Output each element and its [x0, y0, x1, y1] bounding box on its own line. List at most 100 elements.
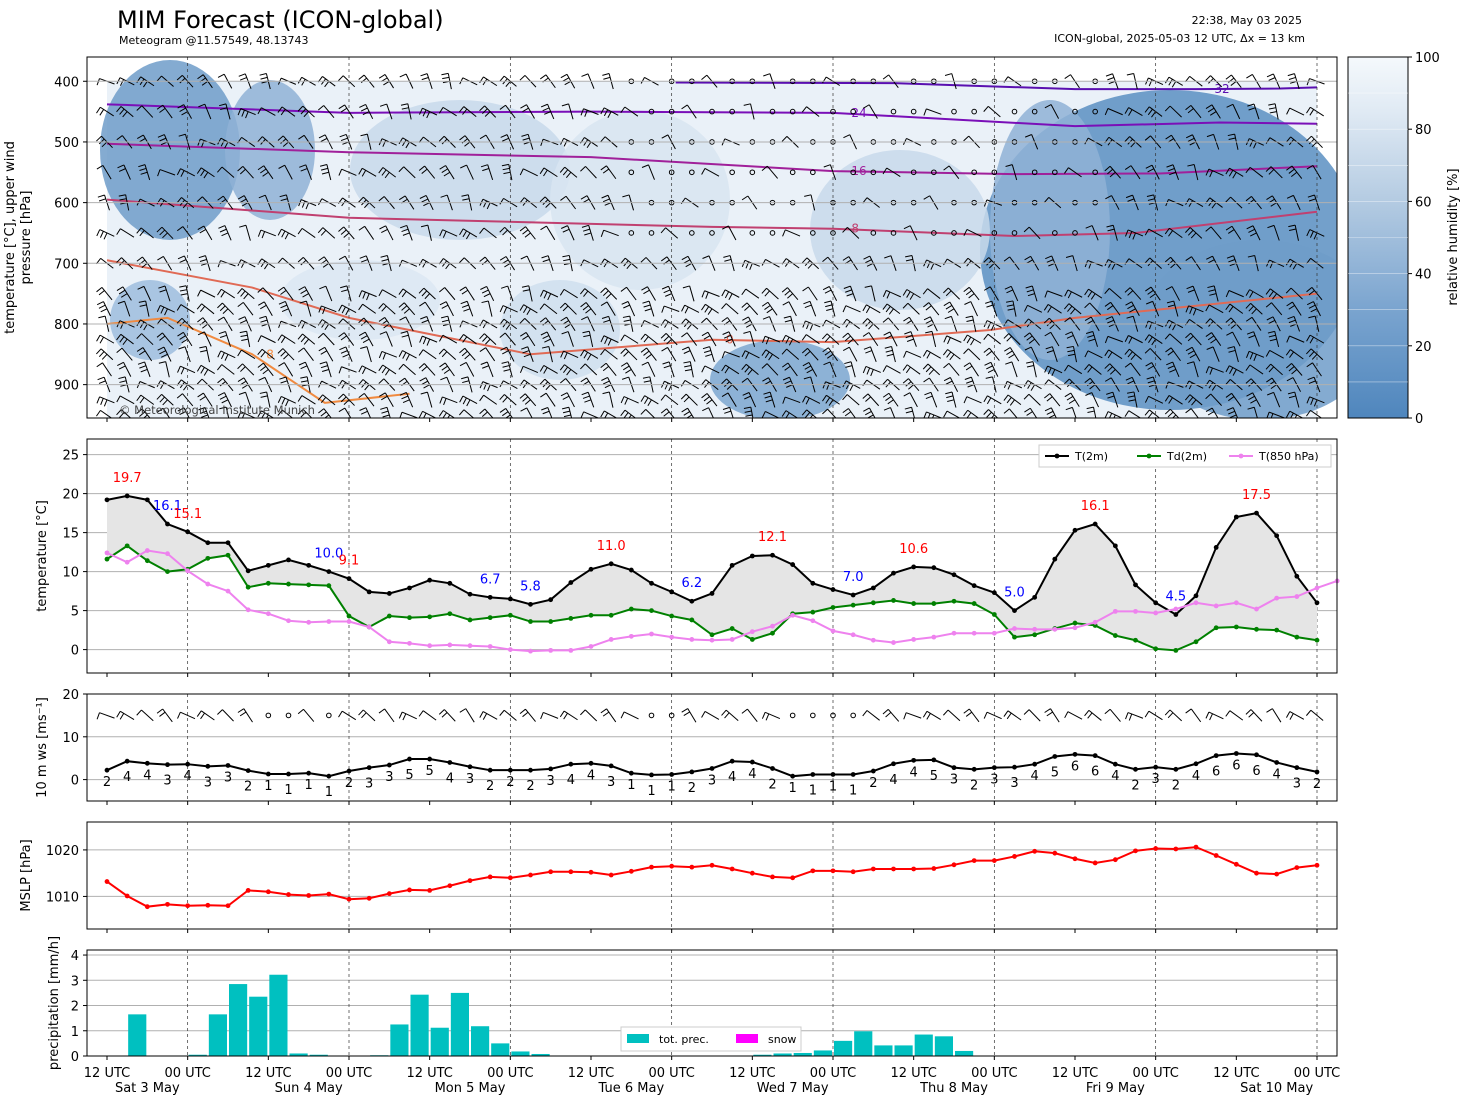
data-point: [1012, 854, 1017, 859]
wind-barb-feather: [1147, 412, 1153, 418]
wind-barb-feather: [640, 257, 647, 263]
data-point: [1133, 766, 1138, 772]
wind-barb: [748, 392, 757, 408]
wind-barb-feather: [600, 335, 605, 343]
wind-barb-feather: [96, 712, 100, 720]
wind-barb-feather: [783, 315, 791, 319]
wind-speed-label: 2: [103, 775, 111, 790]
data-point: [1173, 766, 1179, 772]
wind-barb-feather: [560, 392, 568, 397]
wind-barb-feather: [238, 73, 246, 77]
wind-barb-feather: [320, 365, 328, 369]
wind-barb: [221, 288, 235, 299]
wind-barb-feather: [421, 198, 429, 203]
data-point: [770, 552, 775, 558]
wind-barb-feather: [179, 285, 187, 288]
wind-barb: [528, 285, 533, 302]
wind-barb-feather: [299, 300, 307, 304]
wind-barb-feather: [562, 77, 570, 82]
wind-barb-feather: [403, 308, 410, 314]
isotherm-line: [106, 316, 410, 404]
wind-barb: [204, 104, 212, 120]
wind-speed-label: 3: [607, 775, 615, 790]
wind-barb-feather: [382, 140, 387, 147]
wind-barb-feather: [1306, 135, 1312, 142]
y-tick-label: 20: [62, 488, 79, 503]
data-point: [386, 762, 392, 768]
wind-barb: [724, 351, 740, 358]
wind-barb-feather: [540, 139, 544, 146]
wind-barb-feather: [320, 229, 327, 236]
y-tick-label: 2: [71, 1000, 79, 1015]
wind-barb-feather: [481, 300, 489, 304]
isotherm-line: [675, 81, 1318, 91]
x-day-label: Wed 7 May: [757, 1081, 829, 1096]
wind-barb-feather: [243, 293, 249, 300]
wind-barb-feather: [482, 108, 488, 114]
wind-barb-feather: [366, 293, 370, 301]
wind-barb-feather: [847, 338, 854, 345]
wind-barb-feather: [1265, 363, 1272, 370]
wind-barb-feather: [1026, 289, 1034, 293]
wind-barb: [1089, 302, 1101, 315]
wind-barb-feather: [217, 392, 225, 397]
data-point: [528, 872, 533, 878]
wind-barb-feather: [257, 287, 264, 293]
wind-barb-feather: [1266, 377, 1273, 383]
wind-speed-label: 2: [869, 776, 877, 791]
wind-barb-feather: [1087, 712, 1093, 719]
wind-barb: [385, 225, 394, 241]
data-point: [104, 879, 110, 884]
wind-barb-feather: [922, 350, 928, 357]
data-point: [528, 619, 533, 624]
wind-barb: [302, 408, 313, 418]
wind-barb-feather: [1129, 308, 1136, 313]
wind-barb-feather: [378, 378, 385, 384]
wind-barb-feather: [1165, 381, 1169, 389]
wind-barb-feather: [882, 365, 887, 372]
precipitation-bar: [491, 1043, 510, 1056]
legend-marker: [1054, 453, 1060, 459]
data-point: [487, 874, 493, 880]
data-point: [770, 623, 775, 629]
wind-barb-feather: [1167, 712, 1174, 719]
wind-barb-feather: [339, 133, 347, 138]
wind-barb-feather: [1230, 80, 1237, 86]
wind-barb: [221, 166, 235, 178]
wind-barb-feather: [1167, 168, 1175, 172]
wind-barb-feather: [419, 194, 427, 199]
wind-barb-feather: [843, 134, 850, 139]
wind-barb-feather: [1186, 285, 1194, 290]
wind-barb: [523, 168, 538, 177]
wind-barb-feather: [521, 285, 529, 288]
data-point: [608, 612, 614, 618]
wind-speed-label: 3: [547, 774, 555, 789]
precipitation-bar: [208, 1014, 227, 1056]
data-point: [427, 756, 433, 762]
wind-barb-feather: [562, 410, 570, 414]
wind-barb-feather: [116, 77, 121, 85]
wind-barb-feather: [824, 336, 831, 342]
wind-barb-feather: [364, 202, 370, 209]
wind-barb-feather: [539, 303, 545, 310]
wind-barb-feather: [419, 301, 426, 307]
wind-barb-feather: [1067, 291, 1072, 299]
y-tick-label: 1: [71, 1025, 79, 1040]
wind-barb: [1273, 392, 1281, 408]
wind-barb-feather: [1265, 288, 1271, 295]
wind-barb-feather: [361, 367, 367, 375]
wind-barb-feather: [924, 391, 932, 396]
wind-barb-feather: [1105, 73, 1113, 77]
wind-barb-feather: [277, 286, 285, 292]
wind-barb-feather: [420, 73, 428, 77]
wind-barb-feather: [381, 169, 387, 176]
wind-barb: [1294, 391, 1300, 408]
wind-barb-feather: [198, 103, 206, 108]
wind-barb-feather: [970, 338, 975, 346]
data-point: [790, 875, 796, 881]
x-tick-label: 12 UTC: [729, 1066, 775, 1081]
wind-barb-feather: [542, 335, 550, 340]
wind-barb-feather: [884, 346, 892, 349]
wind-barb-feather: [1310, 398, 1314, 405]
wind-barb: [303, 347, 314, 361]
